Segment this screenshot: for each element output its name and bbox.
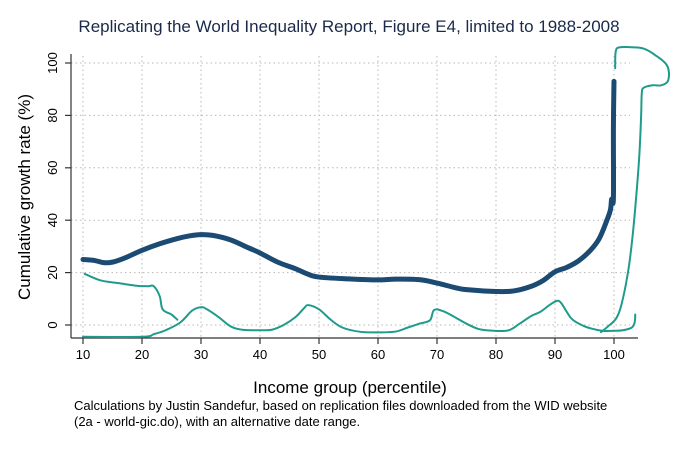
series — [80, 45, 670, 338]
chart-title: Replicating the World Inequality Report,… — [78, 17, 619, 36]
y-axis-title: Cumulative growth rate (%) — [15, 94, 34, 300]
x-tick-label: 40 — [253, 347, 267, 362]
y-tick-label: 100 — [45, 52, 60, 74]
axes — [70, 54, 638, 339]
series-line-growth-incidence-curve-segment-upper-left — [83, 272, 179, 321]
gridlines — [71, 56, 630, 338]
x-tick-label: 80 — [489, 347, 503, 362]
y-tick-label: 20 — [45, 265, 60, 279]
y-tick-label: 40 — [45, 213, 60, 227]
series-line-growth-incidence-curve-segment-right-loop — [600, 45, 670, 334]
x-tick-label: 30 — [194, 347, 208, 362]
x-tick-label: 10 — [76, 347, 90, 362]
x-tick-label: 70 — [430, 347, 444, 362]
x-tick-label: 90 — [548, 347, 562, 362]
series-line-growth-incidence-curve-segment-bottom-tail — [604, 313, 637, 333]
y-tick-label: 0 — [45, 321, 60, 328]
x-axis-ticks: 10 20 30 40 50 60 70 80 90 100 — [76, 338, 625, 362]
series-line-growth-incidence-curve — [80, 78, 617, 295]
series-line-growth-incidence-curve-segment-lower — [82, 299, 607, 338]
x-tick-label: 20 — [135, 347, 149, 362]
footnote-line-1: Calculations by Justin Sandefur, based o… — [74, 398, 607, 413]
y-tick-label: 60 — [45, 161, 60, 175]
footnote-line-2: (2a - world-gic.do), with an alternative… — [74, 414, 360, 429]
x-axis-title: Income group (percentile) — [253, 378, 447, 397]
y-tick-label: 80 — [45, 108, 60, 122]
x-tick-label: 60 — [371, 347, 385, 362]
x-tick-label: 100 — [603, 347, 625, 362]
y-axis-ticks: 0 20 40 60 80 100 — [45, 52, 71, 329]
x-tick-label: 50 — [312, 347, 326, 362]
